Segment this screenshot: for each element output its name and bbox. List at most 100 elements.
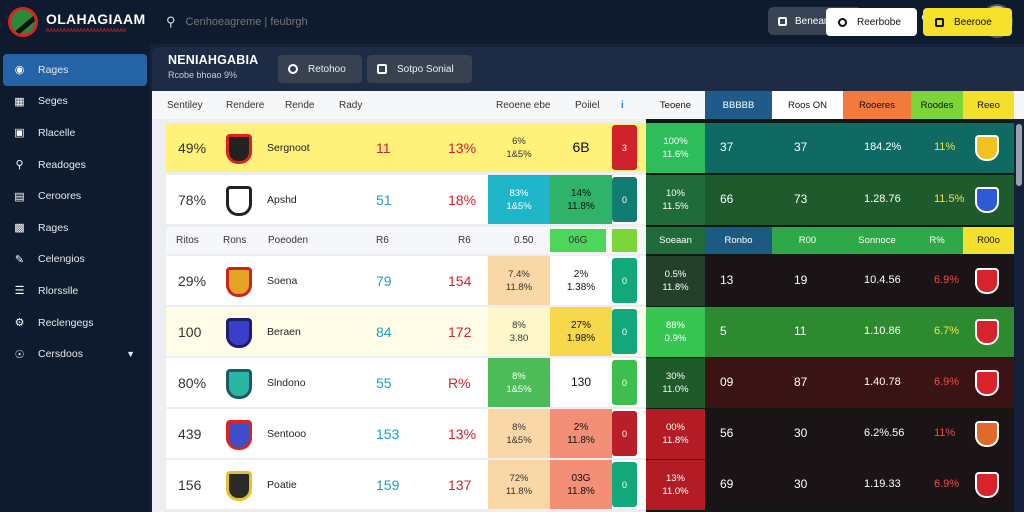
info-icon[interactable]: i <box>621 100 624 111</box>
stat-value: R% <box>448 375 471 391</box>
col-header[interactable]: Roos ON <box>772 91 843 119</box>
stat-value: 18% <box>448 192 477 208</box>
header-button-4[interactable]: Beerooe <box>923 8 1012 36</box>
left-table: 49% Sergnoot 11 13% 6% 1&5% 6B 3 78% Apsh… <box>152 119 646 512</box>
stat-value: 11 <box>376 140 391 156</box>
sidebar-item-6[interactable]: ✎ Celengios <box>14 253 85 266</box>
stat-value: 19 <box>794 273 808 287</box>
stat-value: 11 <box>794 324 807 338</box>
sidebar-item-3[interactable]: ⚲ Readoges <box>3 149 147 181</box>
club-badge-icon <box>975 187 999 213</box>
sidebar-item-7[interactable]: ☰ Rlorsslle <box>14 284 79 298</box>
col-header[interactable]: BBBBB <box>705 91 772 119</box>
table-row[interactable]: 0.5% 11.8% 13 19 10.4.56 6.9% <box>646 256 1014 306</box>
sidebar-item-0[interactable]: ◉ Rages <box>3 54 147 86</box>
table-icon: ▦ <box>14 95 25 108</box>
col-header[interactable]: Reoene ebe <box>496 100 551 111</box>
stat-value: 37 <box>794 140 808 154</box>
row-tab[interactable]: 0 <box>612 462 637 507</box>
circle-icon <box>288 64 298 74</box>
stat-box: 2% 1.38% <box>550 256 612 305</box>
stat-value: 159 <box>376 477 400 493</box>
brand[interactable]: OLAHAGIAAM AAAAAAAAAAAAAAAAAAAAAAAA <box>0 7 150 37</box>
search-input[interactable] <box>185 16 506 28</box>
stat-value: 6.9% <box>934 274 960 286</box>
col-header[interactable]: Sentiley <box>167 100 203 111</box>
stat-value: 153 <box>376 426 400 442</box>
stat-value: 137 <box>448 477 472 493</box>
table-row[interactable]: 80% Slndono 55 R% 8% 1&5% 130 0 <box>166 358 646 407</box>
brand-name: OLAHAGIAAM <box>46 10 146 27</box>
team-crest-icon <box>226 420 252 450</box>
table-row[interactable]: 100% 11.6% 37 37 184.2% 11% <box>646 123 1014 173</box>
col-header[interactable]: Rende <box>285 100 315 111</box>
stat-value: 11% <box>934 427 956 439</box>
row-tab[interactable]: 0 <box>612 360 637 405</box>
col-header[interactable]: Poiiel <box>575 100 600 111</box>
rank: 156 <box>178 477 202 493</box>
table-row[interactable]: 29% Soena 79 154 7.4% 11.8% 2% 1.38% 0 <box>166 256 646 305</box>
sidebar-item-8[interactable]: ⚙ Reclengegs <box>14 316 94 330</box>
table-row[interactable]: 156 Poatie 159 137 72% 11.8% 03G 11.8% 0 <box>166 460 646 509</box>
col-header[interactable]: Reeo <box>963 91 1014 119</box>
stat-value: 37 <box>720 140 734 154</box>
row-tab[interactable]: 3 <box>612 125 637 170</box>
table-row[interactable]: 13% 11.0% 69 30 1.19.33 6.9% <box>646 460 1014 510</box>
row-tab[interactable]: 0 <box>612 309 637 354</box>
header-button-1[interactable]: Retohoo <box>278 55 362 83</box>
stat-value: 55 <box>376 375 392 391</box>
row-tab[interactable]: 0 <box>612 177 637 222</box>
stat-value: 172 <box>448 324 472 340</box>
search-icon: ⚲ <box>15 159 24 172</box>
team-name: Sergnoot <box>267 142 310 154</box>
stat-value: 09 <box>720 375 734 389</box>
table-row[interactable]: 100 Beraen 84 172 8% 3.80 27% 1.98% 0 <box>166 307 646 356</box>
stat-box: 6B <box>550 123 612 172</box>
stat-value: 30 <box>794 426 808 440</box>
stat-value: 13% <box>448 140 477 156</box>
scrollbar[interactable] <box>1016 124 1022 186</box>
col-header[interactable]: Rooeres <box>843 91 911 119</box>
table-row[interactable]: 10% 11.5% 66 73 1.28.76 11.5% <box>646 175 1014 225</box>
team-name: Soena <box>267 275 298 287</box>
sidebar-item-2[interactable]: ▣ Rlacelle <box>14 126 76 140</box>
team-crest-icon <box>226 267 252 297</box>
header-button-2[interactable]: Sotpo Sonial <box>367 55 472 83</box>
club-badge-icon <box>975 319 999 345</box>
row-tab[interactable]: 0 <box>612 258 637 303</box>
club-badge-icon <box>975 135 999 161</box>
sidebar-item-9[interactable]: ☉ Cersdoos ▼ <box>14 348 135 361</box>
stat-value: 56 <box>720 426 734 440</box>
stat-value: 5 <box>720 324 727 338</box>
table-row[interactable]: 00% 11.8% 56 30 6.2%.56 11% <box>646 409 1014 459</box>
col-header[interactable]: Rendere <box>226 100 265 111</box>
col-header[interactable]: Teoene <box>659 99 692 111</box>
row-tab[interactable]: 0 <box>612 411 637 456</box>
search-box[interactable]: ⚲ <box>166 8 526 36</box>
col-header[interactable]: Roodes <box>911 91 963 119</box>
stat-value: 1.28.76 <box>864 193 901 205</box>
table-row[interactable]: 30% 11.0% 09 87 1.40.78 6.9% <box>646 358 1014 408</box>
col-header[interactable]: Rady <box>339 100 363 111</box>
sidebar-item-5[interactable]: ▩ Rages <box>14 221 69 235</box>
rank: 80% <box>178 375 207 391</box>
team-name: Sentooo <box>267 428 307 440</box>
sidebar-item-1[interactable]: ▦ Seges <box>14 95 68 108</box>
pct-box: 13% 11.0% <box>646 460 705 510</box>
stat-value: 154 <box>448 273 472 289</box>
right-table: 100% 11.6% 37 37 184.2% 11% 10% 11.5% 66 7… <box>646 119 1014 512</box>
sidebar-item-4[interactable]: ▤ Ceroores <box>14 190 82 203</box>
brand-logo <box>8 7 38 37</box>
settings-icon: ⚙ <box>14 317 25 330</box>
stat-value: 87 <box>794 375 808 389</box>
stat-value: 1.10.86 <box>864 325 901 337</box>
table-row[interactable]: 88% 0.9% 5 11 1.10.86 6.7% <box>646 307 1014 357</box>
table-row[interactable]: 78% Apshd 51 18% 83% 1&5% 14% 11.8% 0 <box>166 175 646 224</box>
globe-icon: ☉ <box>14 348 25 361</box>
table-row[interactable]: 49% Sergnoot 11 13% 6% 1&5% 6B 3 <box>166 123 646 172</box>
table-row[interactable]: 439 Sentooo 153 13% 8% 1&5% 2% 11.8% 0 <box>166 409 646 458</box>
stat-value: 13% <box>448 426 477 442</box>
stat-value: 10.4.56 <box>864 274 901 286</box>
header-button-3[interactable]: Reerbobe <box>826 8 917 36</box>
stat-value: 73 <box>794 192 808 206</box>
